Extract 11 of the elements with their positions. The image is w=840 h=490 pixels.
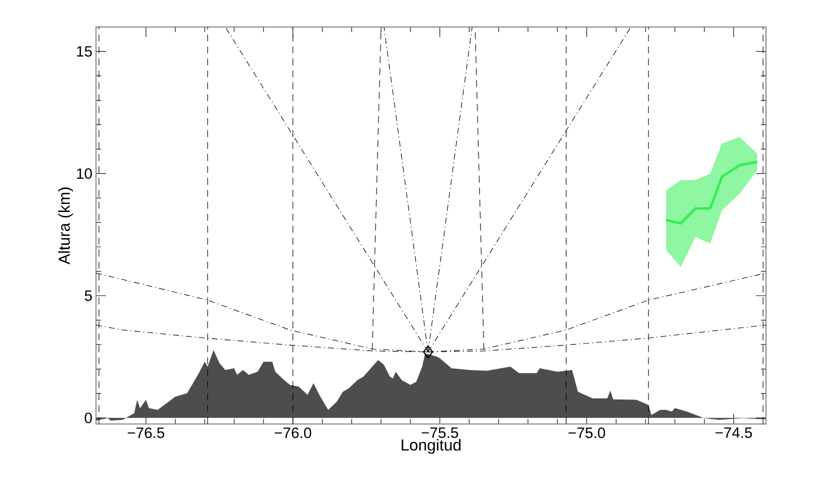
y-tick-label: 10 — [77, 168, 92, 179]
x-tick-label: −75.0 — [568, 428, 606, 438]
x-tick-label: −75.5 — [422, 428, 458, 438]
x-tick-label: −74.5 — [716, 428, 752, 438]
y-tick-label: 15 — [77, 46, 92, 57]
x-tick-label: −76.0 — [274, 428, 312, 438]
x-tick-label: −76.5 — [128, 428, 164, 438]
y-tick-label: 5 — [84, 290, 92, 301]
x-axis-title: Longitud — [402, 438, 461, 454]
y-axis-title: Altura (km) — [58, 188, 74, 264]
y-tick-label: 0 — [84, 412, 92, 424]
